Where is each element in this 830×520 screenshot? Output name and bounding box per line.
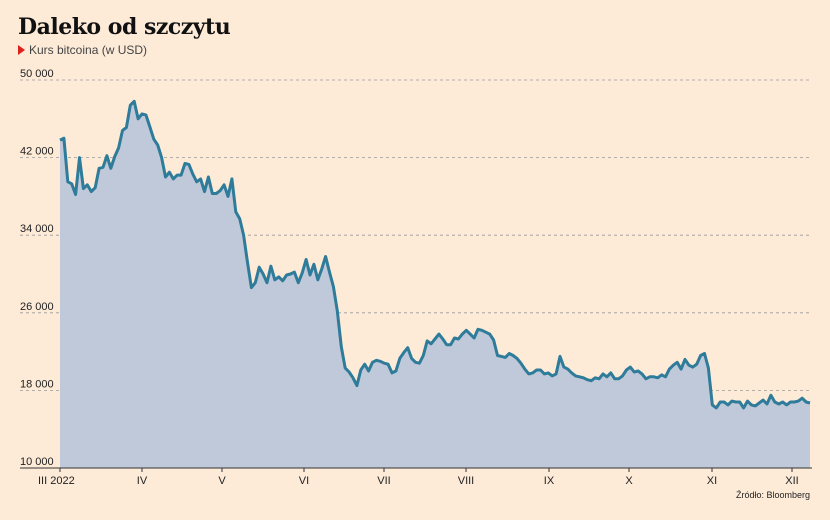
y-tick-label: 50 000 [20,68,54,80]
x-tick-label: X [625,475,633,487]
x-tick-label: XII [785,475,798,487]
x-tick-label: IV [137,475,148,487]
x-tick-label: IX [544,475,555,487]
y-tick-label: 34 000 [20,223,54,235]
x-tick-label: V [218,475,226,487]
y-tick-label: 42 000 [20,146,54,158]
y-axis: 10 000 18 000 26 000 34 000 42 000 50 000 [20,68,54,468]
chart-title: Daleko od szczytu [18,14,231,40]
y-tick-label: 18 000 [20,378,54,390]
x-tick-label: VI [299,475,309,487]
y-tick-label: 10 000 [20,456,54,468]
price-line [59,99,811,410]
chart-subtitle: Kurs bitcoina (w USD) [18,43,147,57]
price-area [60,101,810,469]
x-tick-label: III 2022 [38,475,75,487]
subtitle-text: Kurs bitcoina (w USD) [29,43,148,57]
x-tick-label: VIII [458,475,475,487]
x-tick-label: XI [707,475,717,487]
source-note: Źródło: Bloomberg [735,490,810,500]
x-tick-label: VII [377,475,390,487]
y-tick-label: 26 000 [20,301,54,313]
triangle-marker-icon [18,45,25,55]
x-axis: III 2022 IV V VI VII VIII IX X XI XII [38,468,799,487]
